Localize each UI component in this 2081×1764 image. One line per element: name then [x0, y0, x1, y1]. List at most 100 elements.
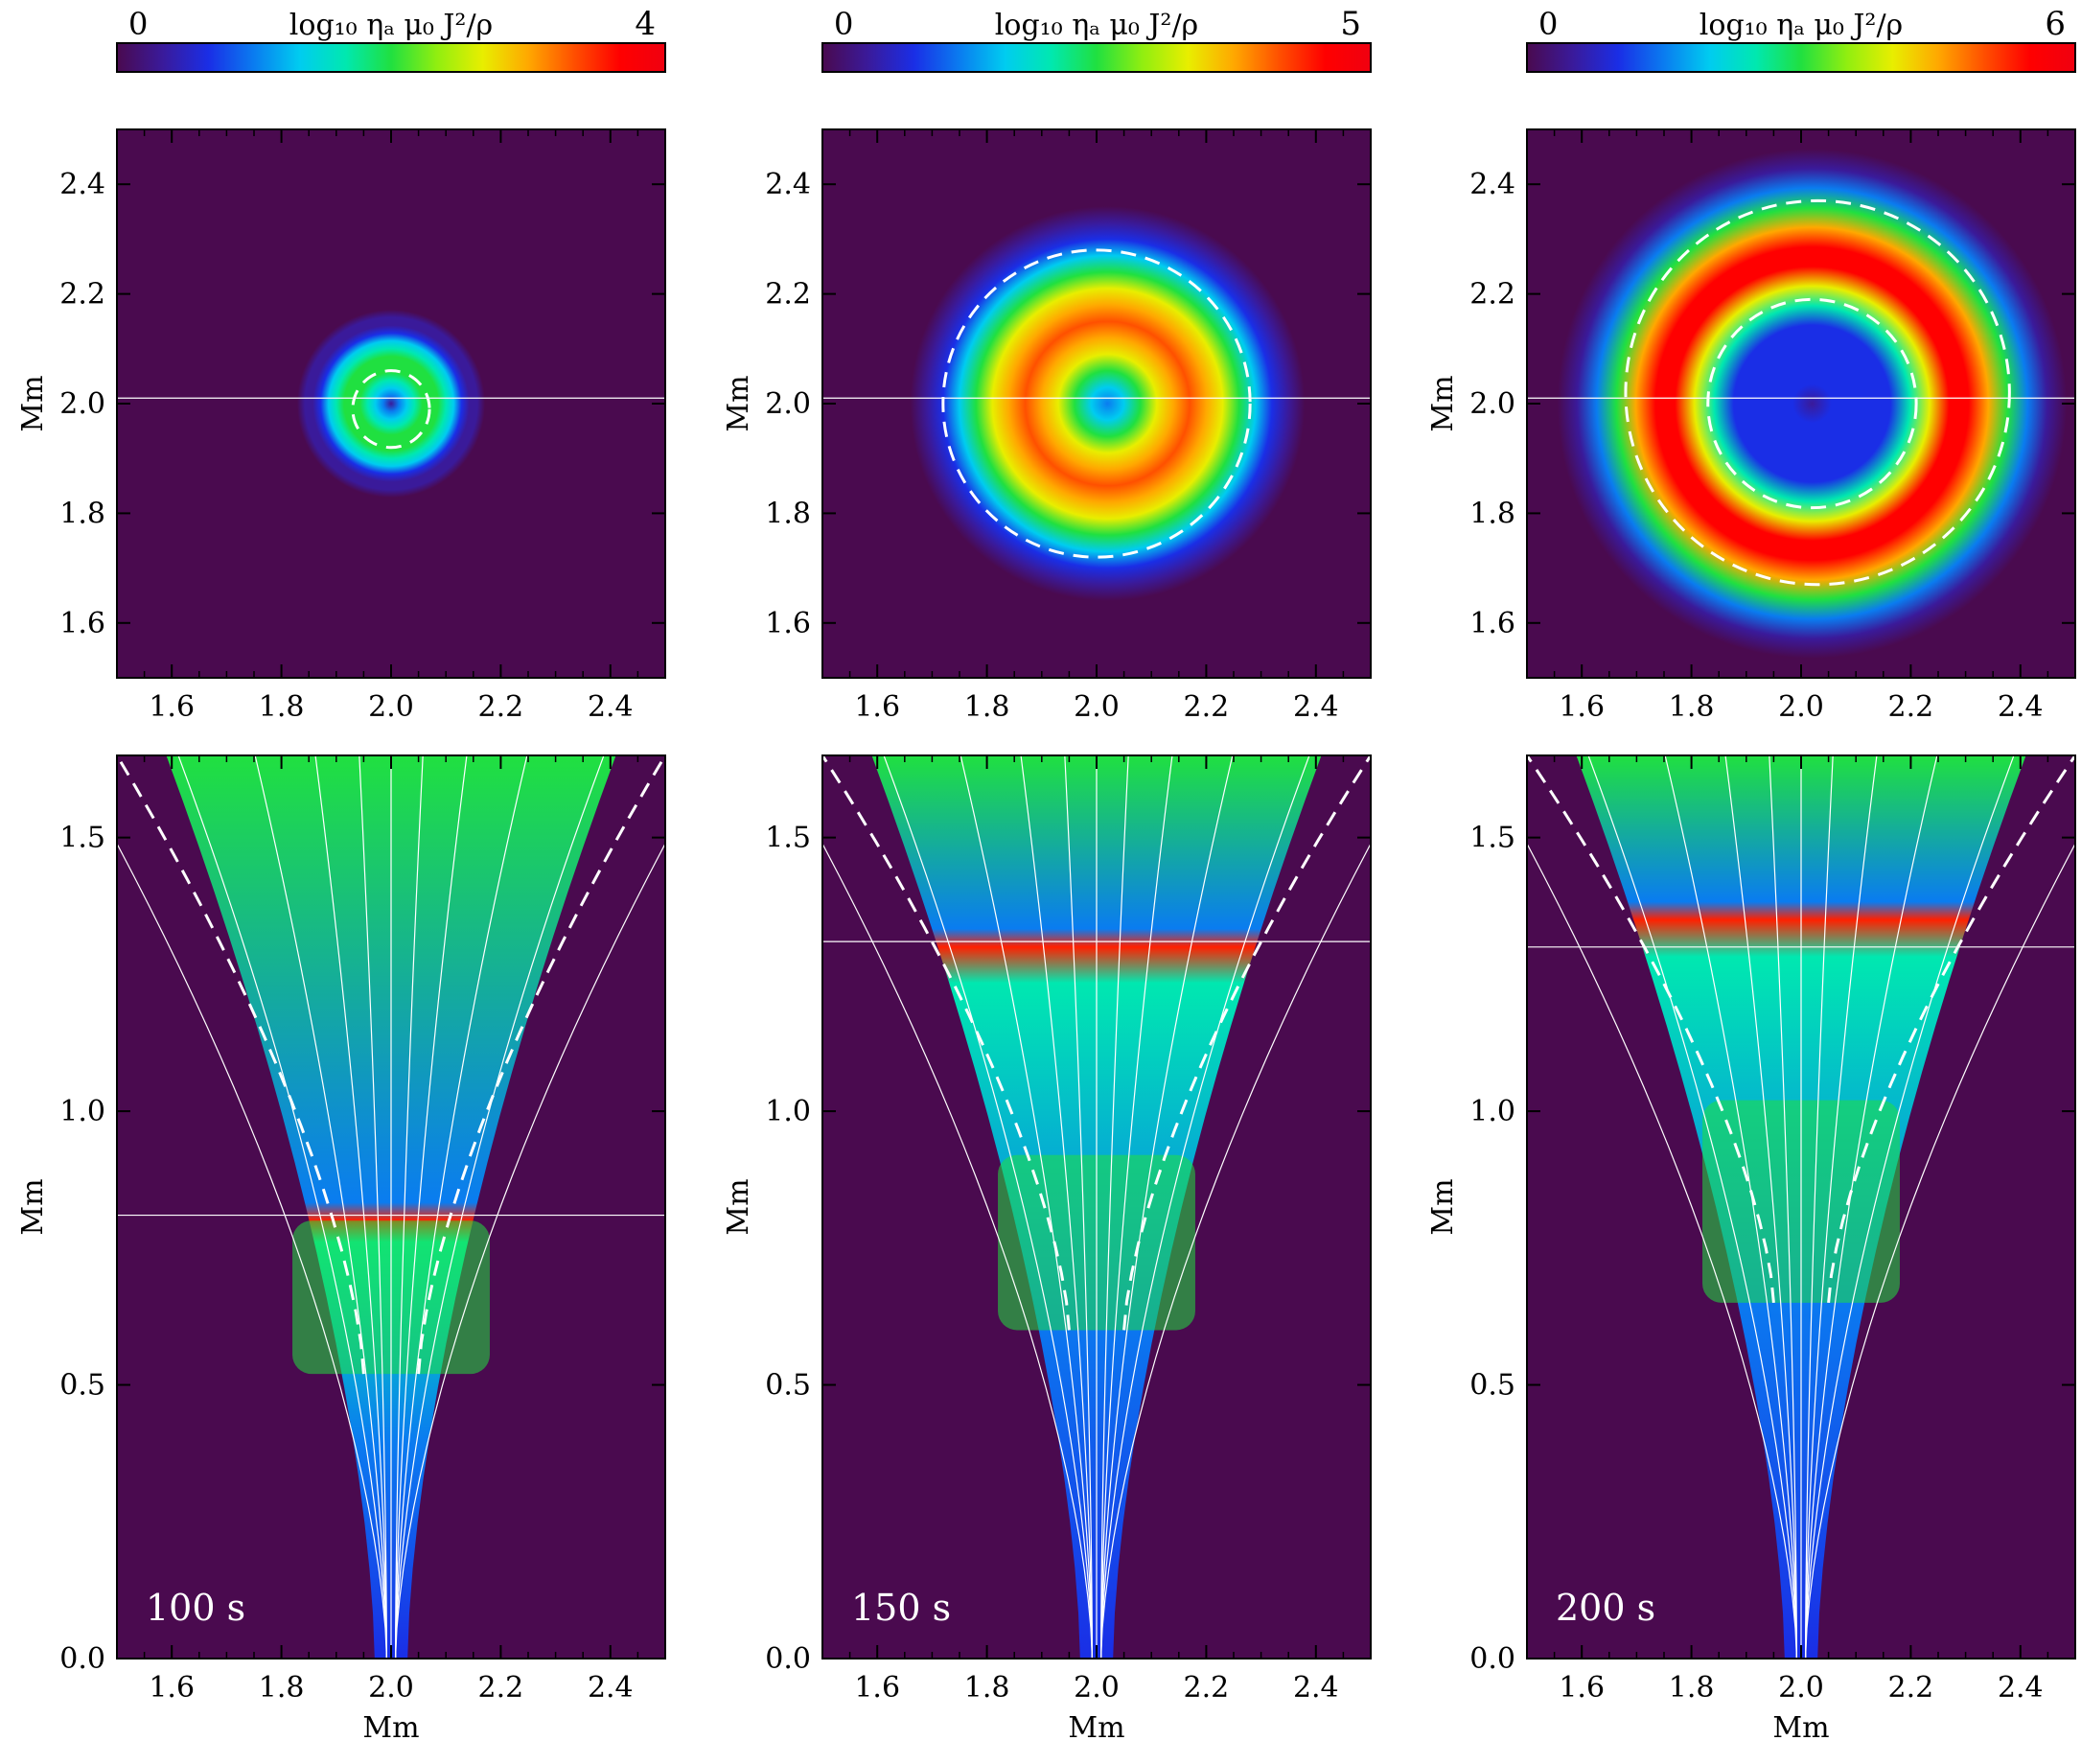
x-tick-label: 2.2 — [1888, 690, 1934, 724]
x-tick-label: 1.8 — [964, 690, 1010, 724]
dashed-contour — [1527, 755, 1775, 1304]
colorbar-gradient — [116, 42, 666, 73]
x-tick-label: 2.0 — [1778, 690, 1824, 724]
dashed-contour — [822, 755, 1071, 1331]
y-tick-label: 2.2 — [765, 278, 811, 312]
field-line — [394, 755, 605, 1659]
x-tick-label: 1.8 — [259, 690, 305, 724]
y-tick-label: 0.0 — [765, 1642, 811, 1676]
colorbar-gradient — [1526, 42, 2076, 73]
y-tick-label: 1.0 — [765, 1095, 811, 1128]
y-axis-label: Mm — [1426, 1178, 1460, 1235]
colorbar-2: 0 log₁₀ ηₐ μ₀ J²/ρ 5 — [821, 5, 1372, 73]
field-line — [1724, 755, 1798, 1659]
y-tick-label: 1.8 — [59, 497, 105, 530]
x-tick-label: 2.0 — [368, 1671, 414, 1705]
colorbar-min-label: 0 — [834, 6, 853, 42]
x-tick-label: 1.6 — [149, 1671, 195, 1705]
x-tick-label: 2.0 — [1778, 1671, 1824, 1705]
y-tick-label: 1.6 — [59, 607, 105, 640]
field-line — [1099, 755, 1234, 1659]
x-axis-label: Mm — [1068, 1711, 1124, 1745]
field-line — [1099, 755, 1129, 1659]
field-line — [394, 842, 665, 1659]
x-tick-label: 1.6 — [1559, 690, 1605, 724]
dashed-contour — [117, 755, 365, 1375]
x-tick-label: 2.2 — [1184, 1671, 1230, 1705]
plot-area — [1527, 755, 2075, 1659]
x-tick-label: 1.8 — [259, 1671, 305, 1705]
y-tick-label: 1.8 — [1469, 497, 1515, 530]
x-axis-label: Mm — [1772, 1711, 1829, 1745]
colorbar-max-label: 5 — [1340, 5, 1361, 43]
y-axis-label: Mm — [16, 1178, 50, 1235]
current-ring — [1538, 129, 2075, 678]
colorbar-1: 0 log₁₀ ηₐ μ₀ J²/ρ 4 — [116, 5, 666, 73]
x-tick-label: 2.4 — [1293, 690, 1339, 724]
field-line — [254, 755, 388, 1659]
field-line — [1099, 755, 1173, 1659]
colorbar-min-label: 0 — [128, 6, 148, 42]
field-line — [822, 842, 1094, 1659]
x-tick-label: 1.8 — [1669, 690, 1715, 724]
x-tick-label: 2.4 — [1998, 690, 2044, 724]
field-line — [1064, 755, 1094, 1659]
colorbar-3: 0 log₁₀ ηₐ μ₀ J²/ρ 6 — [1526, 5, 2076, 73]
plot-area — [822, 129, 1371, 678]
x-tick-label: 2.4 — [588, 690, 634, 724]
x-tick-label: 2.4 — [588, 1671, 634, 1705]
colorbar-min-label: 0 — [1538, 6, 1558, 42]
colorbar-max-label: 6 — [2045, 5, 2066, 43]
plot-area — [117, 755, 665, 1659]
colorbar-title: log₁₀ ηₐ μ₀ J²/ρ — [995, 9, 1198, 42]
x-axis-label: Mm — [362, 1711, 419, 1745]
field-line — [1804, 842, 2075, 1659]
x-tick-label: 2.2 — [1888, 1671, 1934, 1705]
y-tick-label: 2.0 — [765, 387, 811, 421]
bottom-panel-200s: 200 s 1.6 1.8 2.0 2.2 2.4 0.0 0.5 1.0 1.5 Mm Mm — [1426, 754, 2076, 1745]
current-ring — [281, 293, 501, 514]
colorbar-gradient — [821, 42, 1372, 73]
field-line — [1099, 842, 1371, 1659]
field-line — [177, 755, 388, 1659]
x-tick-label: 1.6 — [1559, 1671, 1605, 1705]
y-tick-label: 1.0 — [59, 1095, 105, 1128]
x-tick-label: 1.8 — [964, 1671, 1010, 1705]
x-tick-label: 1.6 — [854, 690, 900, 724]
field-line — [394, 755, 468, 1659]
x-tick-label: 1.8 — [1669, 1671, 1715, 1705]
field-line — [1527, 842, 1798, 1659]
y-tick-label: 2.0 — [1469, 387, 1515, 421]
field-line — [1804, 755, 1834, 1659]
y-tick-label: 1.5 — [1469, 822, 1515, 855]
x-tick-label: 2.4 — [1998, 1671, 2044, 1705]
bottom-panel-150s: 150 s 1.6 1.8 2.0 2.2 2.4 0.0 0.5 1.0 1.5 Mm Mm — [722, 754, 1372, 1745]
y-tick-label: 2.4 — [1469, 168, 1515, 201]
top-panel-150s: 1.6 1.8 2.0 2.2 2.4 1.6 1.8 2.0 2.2 2.4 Mm — [722, 128, 1372, 724]
field-line — [1804, 755, 1938, 1659]
y-tick-label: 1.6 — [765, 607, 811, 640]
y-tick-label: 0.5 — [765, 1369, 811, 1403]
field-line — [1587, 755, 1798, 1659]
field-line — [883, 755, 1094, 1659]
field-line — [1804, 755, 1878, 1659]
x-tick-label: 1.6 — [149, 690, 195, 724]
y-tick-label: 2.4 — [765, 168, 811, 201]
field-line — [1020, 755, 1094, 1659]
y-tick-label: 0.0 — [59, 1642, 105, 1676]
field-line — [1769, 755, 1798, 1659]
top-panel-200s: 1.6 1.8 2.0 2.2 2.4 1.6 1.8 2.0 2.2 2.4 Mm — [1426, 128, 2076, 724]
time-label: 150 s — [851, 1587, 951, 1629]
plot-area — [117, 129, 665, 678]
bottom-panel-100s: 100 s 1.6 1.8 2.0 2.2 2.4 0.0 0.5 1.0 1.5 Mm Mm — [16, 754, 666, 1745]
y-tick-label: 1.5 — [59, 822, 105, 855]
dashed-contour — [941, 248, 1252, 559]
x-tick-label: 2.2 — [478, 1671, 524, 1705]
y-tick-label: 0.5 — [59, 1369, 105, 1403]
plot-area — [822, 755, 1371, 1659]
colorbar-title: log₁₀ ηₐ μ₀ J²/ρ — [289, 9, 493, 42]
y-axis-label: Mm — [722, 375, 755, 431]
y-axis-label: Mm — [1426, 375, 1460, 431]
y-tick-label: 0.0 — [1469, 1642, 1515, 1676]
